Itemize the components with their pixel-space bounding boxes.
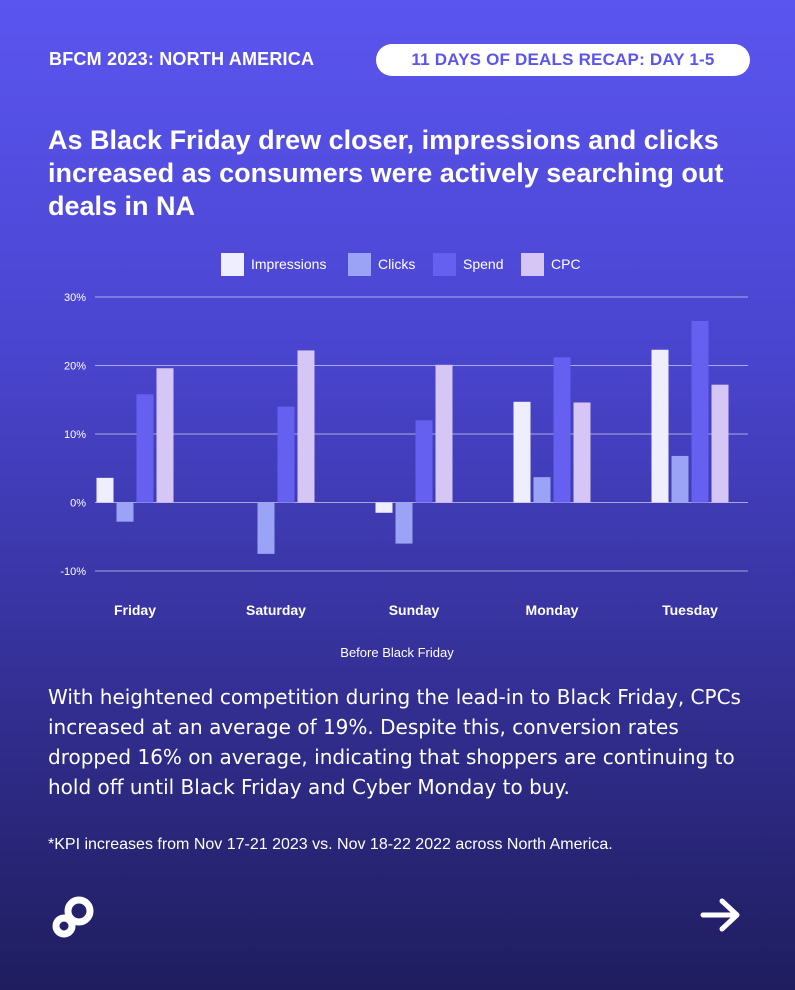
legend-swatch-clicks [348,253,371,276]
legend-label-spend: Spend [463,256,503,272]
report-region-label: BFCM 2023: NORTH AMERICA [49,49,315,69]
bar-saturday-spend [277,406,295,503]
legend-label-cpc: CPC [551,256,581,272]
bar-saturday-cpc [297,350,315,503]
y-tick-label: 30% [64,292,86,304]
bar-tuesday-impressions [651,349,669,503]
arrow-right-icon[interactable] [700,897,742,933]
bar-sunday-cpc [435,364,453,503]
y-tick-label: -10% [60,566,86,578]
legend-swatch-spend [433,253,456,276]
legend-label-impressions: Impressions [251,256,326,272]
bar-tuesday-spend [691,320,709,503]
x-tick-label: Monday [526,602,579,618]
bar-friday-cpc [156,368,174,503]
bar-saturday-clicks [257,502,275,554]
x-tick-label: Saturday [246,602,306,618]
y-tick-label: 20% [64,361,86,373]
bar-monday-impressions [513,401,531,503]
bar-chart: Impressions Clicks Spend CPC 30% 20% 10% 0% -10%… [60,253,748,660]
legend-label-clicks: Clicks [378,256,415,272]
page-headline: As Black Friday drew closer, impressions… [48,125,724,221]
legend-swatch-cpc [521,253,544,276]
bar-tuesday-cpc [711,384,729,503]
series-pill-label: 11 DAYS OF DEALS RECAP: DAY 1-5 [376,44,750,76]
x-tick-label: Sunday [389,602,440,618]
y-tick-label: 0% [70,498,86,510]
bar-sunday-clicks [395,502,413,544]
bar-monday-spend [553,357,571,503]
y-tick-label: 10% [64,429,86,441]
bar-monday-cpc [573,402,591,503]
bar-sunday-spend [415,420,433,503]
bar-monday-clicks [533,477,551,503]
bar-sunday-impressions [375,502,393,513]
bar-friday-spend [136,394,154,503]
bar-friday-clicks [116,502,134,522]
x-axis-title: Before Black Friday [340,645,454,660]
legend-swatch-impressions [221,253,244,276]
series-pill-text: 11 DAYS OF DEALS RECAP: DAY 1-5 [411,50,715,69]
summary-paragraph: With heightened competition during the l… [48,685,741,799]
x-tick-label: Friday [114,602,156,618]
brand-logo-icon [52,896,94,938]
x-tick-label: Tuesday [662,602,718,618]
footnote: *KPI increases from Nov 17-21 2023 vs. N… [48,836,613,853]
bar-friday-impressions [96,477,114,503]
bar-tuesday-clicks [671,455,689,503]
